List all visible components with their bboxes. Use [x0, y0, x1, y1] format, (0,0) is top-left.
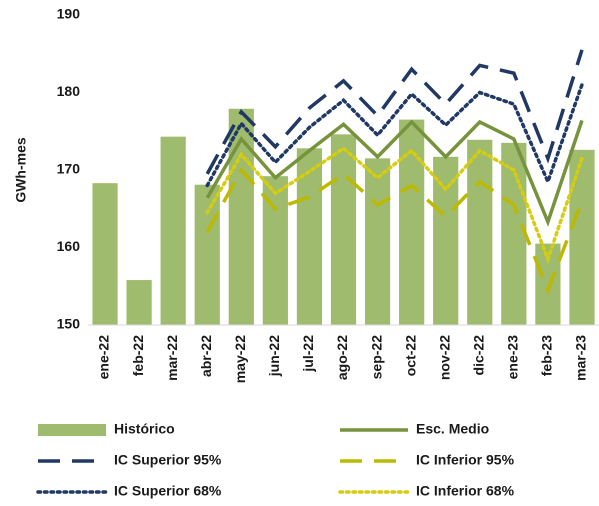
bar: [296, 148, 323, 325]
y-tick-label: 170: [57, 161, 81, 177]
x-tick-label: nov-22: [436, 335, 452, 380]
bar: [330, 134, 357, 325]
legend-label: IC Inferior 95%: [416, 452, 515, 468]
y-tick-label: 150: [57, 316, 81, 332]
x-tick-label: ene-23: [505, 335, 521, 380]
x-tick-label: feb-22: [130, 335, 146, 376]
bar: [364, 158, 391, 325]
bar: [569, 149, 595, 325]
y-axis-label: GWh-mes: [13, 137, 29, 203]
x-tick-label: ene-22: [96, 335, 112, 380]
x-tick-label: oct-22: [402, 335, 418, 376]
y-tick-label: 180: [57, 83, 81, 99]
x-tick-label: jul-22: [300, 335, 316, 373]
legend-swatch: [38, 424, 106, 436]
bar: [194, 184, 220, 325]
x-tick-label: mar-22: [164, 335, 180, 381]
x-tick-label: feb-23: [539, 335, 555, 376]
bar: [92, 183, 118, 325]
y-tick-label: 160: [57, 238, 81, 254]
x-tick-label: ago-22: [334, 335, 350, 380]
x-tick-label: dic-22: [470, 335, 486, 376]
legend-label: Esc. Medio: [416, 421, 489, 437]
bar: [399, 119, 425, 325]
bar: [228, 108, 254, 326]
y-tick-label: 190: [57, 6, 81, 22]
bar: [467, 139, 493, 325]
x-tick-label: jun-22: [266, 335, 282, 377]
bar: [433, 156, 459, 325]
line-dotted: [205, 146, 584, 265]
x-tick-label: sep-22: [368, 335, 384, 380]
line-dashed: [205, 49, 584, 175]
legend-label: IC Superior 68%: [114, 483, 222, 499]
legend-label: Histórico: [114, 421, 175, 437]
x-tick-label: abr-22: [198, 335, 214, 377]
legend-label: IC Superior 95%: [114, 452, 222, 468]
line-solid: [205, 119, 584, 227]
bar: [160, 136, 186, 325]
bar: [126, 280, 152, 325]
x-tick-label: mar-23: [573, 335, 589, 381]
x-tick-label: may-22: [232, 335, 248, 383]
line-dotted: [205, 83, 584, 188]
line-dashed: [205, 166, 584, 295]
legend-label: IC Inferior 68%: [416, 483, 515, 499]
